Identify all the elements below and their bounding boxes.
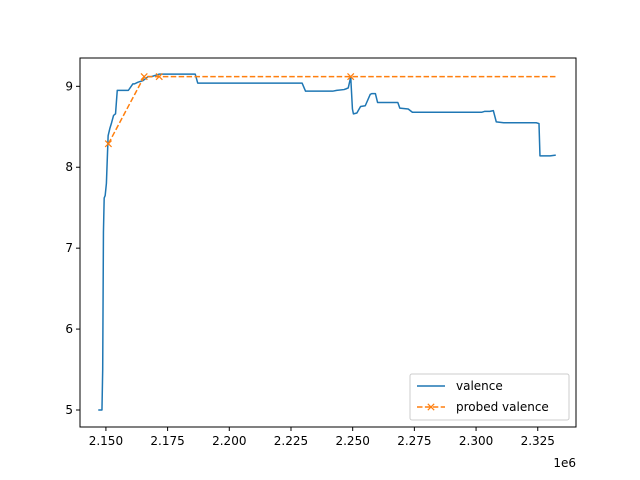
legend-label-probed-valence: probed valence (456, 400, 549, 414)
legend-label-valence: valence (456, 379, 503, 393)
y-tick-label: 9 (65, 79, 73, 93)
x-tick-label: 2.300 (459, 434, 493, 448)
x-tick-label: 2.250 (335, 434, 369, 448)
x-offset-label: 1e6 (553, 456, 576, 470)
x-axis-ticks: 2.150 2.175 2.200 2.225 2.250 2.275 2.300 2.325 (89, 427, 555, 448)
y-tick-label: 8 (65, 160, 73, 174)
data-point-marker (155, 72, 163, 81)
plot-lines (98, 72, 556, 411)
data-point-marker (140, 72, 148, 81)
x-tick-label: 2.200 (212, 434, 246, 448)
y-tick-label: 7 (65, 241, 73, 255)
series-line-valence (98, 73, 556, 411)
legend-box (409, 373, 570, 421)
x-tick-label: 2.175 (150, 434, 184, 448)
y-tick-label: 6 (65, 322, 73, 336)
data-point-marker (347, 72, 355, 81)
y-tick-label: 5 (65, 403, 73, 417)
plot-frame (79, 57, 577, 428)
x-tick-label: 2.325 (521, 434, 555, 448)
legend-marker-x-icon (427, 403, 435, 411)
x-tick-label: 2.225 (274, 434, 308, 448)
y-axis-ticks: 5 6 7 8 9 (65, 79, 80, 417)
data-point-marker (104, 140, 113, 148)
legend: valence probed valence (409, 373, 570, 421)
x-tick-label: 2.150 (89, 434, 123, 448)
x-tick-label: 2.275 (397, 434, 431, 448)
